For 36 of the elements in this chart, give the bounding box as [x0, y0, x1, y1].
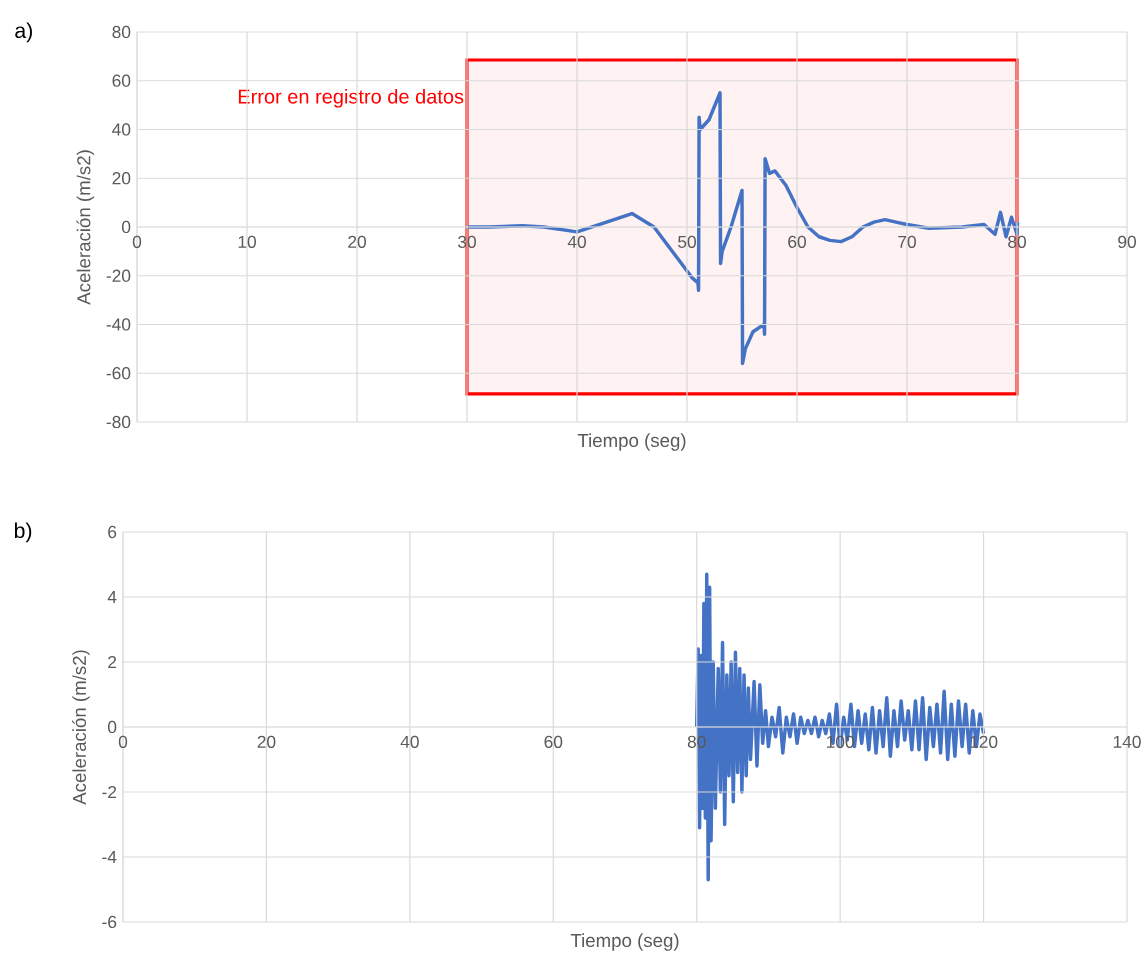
- x-tick-label: 10: [238, 235, 256, 248]
- x-tick-label: 40: [567, 235, 586, 248]
- y-axis-title: Aceleración (m/s2): [76, 150, 95, 305]
- y-tick-label: -6: [102, 915, 117, 929]
- x-tick-label: 80: [687, 735, 706, 748]
- y-tick-label: 0: [107, 720, 117, 734]
- y-axis-title: Aceleración (m/s2): [72, 650, 90, 805]
- y-tick-label: -80: [106, 415, 131, 429]
- y-tick-label: 6: [108, 525, 117, 539]
- y-tick-label: 60: [112, 74, 131, 87]
- y-tick-label: -40: [106, 318, 131, 331]
- y-tick-label: -20: [106, 269, 131, 282]
- y-tick-label: -2: [102, 785, 117, 799]
- text: b): [14, 522, 32, 543]
- y-tick-label: 20: [112, 172, 131, 185]
- x-tick-label: 0: [132, 235, 142, 248]
- y-tick-label: 0: [121, 220, 131, 234]
- band-label: Error en registro de datos: [238, 88, 464, 108]
- text: a): [15, 22, 32, 43]
- y-tick-label: 4: [107, 591, 117, 603]
- x-axis-title: Tiempo (seg): [577, 433, 686, 451]
- y-tick-label: -60: [106, 367, 131, 380]
- x-tick-label: 140: [1113, 735, 1141, 748]
- x-tick-label: 20: [257, 735, 276, 748]
- y-tick-label: 2: [108, 655, 117, 669]
- x-tick-label: 40: [400, 735, 419, 748]
- x-tick-label: 70: [898, 235, 916, 248]
- y-tick-label: 80: [112, 25, 131, 39]
- x-tick-label: 60: [788, 235, 806, 248]
- x-tick-label: 60: [544, 735, 563, 748]
- x-tick-label: 50: [678, 235, 696, 248]
- y-tick-label: -4: [102, 851, 117, 863]
- x-axis-title: Tiempo (seg): [570, 933, 679, 951]
- x-tick-label: 20: [348, 235, 366, 248]
- x-tick-label: 90: [1118, 235, 1136, 248]
- y-tick-label: 40: [112, 123, 131, 136]
